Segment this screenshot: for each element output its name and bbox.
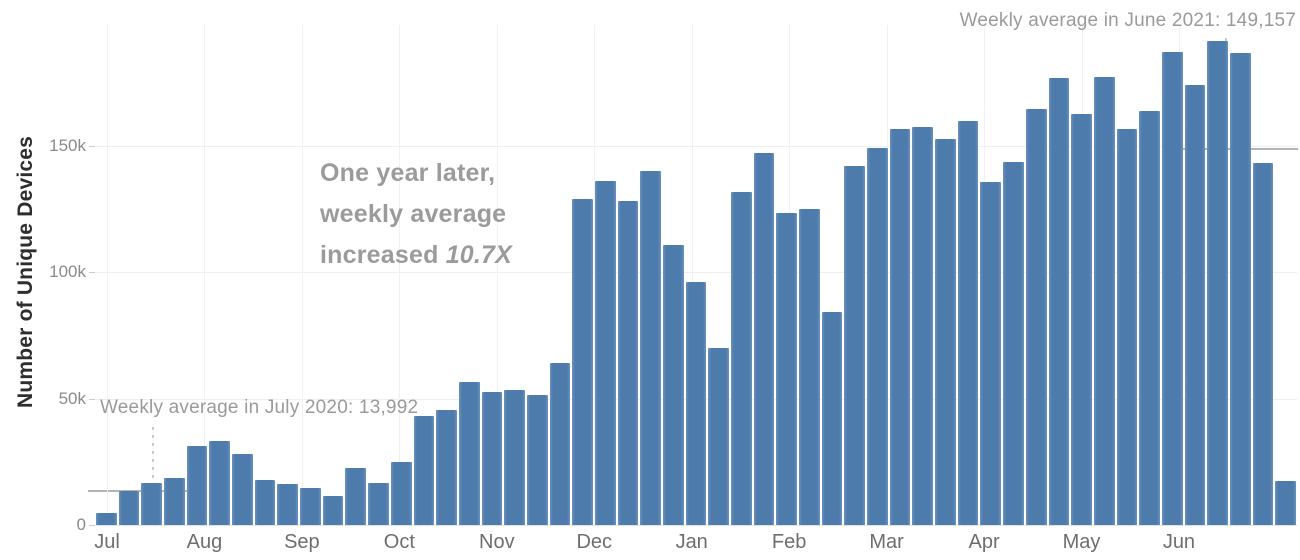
annotation-increase-line3-text: increased bbox=[320, 241, 446, 269]
x-tick-label-jun: Jun bbox=[1162, 531, 1196, 553]
annotation-june-2021-average: Weekly average in June 2021: 149,157 bbox=[959, 10, 1296, 31]
y-tick-mark bbox=[89, 145, 95, 147]
bar-week-28[interactable] bbox=[708, 347, 729, 525]
bar-week-1[interactable] bbox=[96, 513, 117, 525]
x-tick-label-may: May bbox=[1062, 531, 1101, 553]
bar-week-2[interactable] bbox=[118, 491, 140, 525]
gridline-horizontal-150k bbox=[95, 145, 1297, 147]
bar-week-36[interactable] bbox=[889, 129, 911, 525]
bar-week-42[interactable] bbox=[1025, 108, 1047, 525]
bar-week-6[interactable] bbox=[209, 441, 231, 525]
bar-week-13[interactable] bbox=[368, 483, 389, 525]
y-tick-mark bbox=[89, 398, 95, 400]
bar-week-39[interactable] bbox=[957, 121, 979, 525]
x-tick-label-jul: Jul bbox=[94, 531, 120, 553]
bar-week-17[interactable] bbox=[458, 381, 480, 525]
y-tick-label-150k: 150k bbox=[49, 135, 86, 155]
gridline-vertical-oct bbox=[399, 25, 401, 525]
bar-week-40[interactable] bbox=[980, 182, 1002, 525]
gridline-vertical-dec bbox=[594, 25, 596, 525]
bar-week-8[interactable] bbox=[254, 479, 276, 525]
bar-week-5[interactable] bbox=[186, 446, 208, 525]
gridline-vertical-jul bbox=[107, 25, 108, 525]
bar-week-45[interactable] bbox=[1093, 77, 1115, 525]
bar-week-10[interactable] bbox=[300, 488, 321, 525]
gridline-vertical-jan bbox=[691, 25, 693, 525]
bar-week-50[interactable] bbox=[1207, 40, 1228, 525]
bar-week-53[interactable] bbox=[1275, 480, 1296, 525]
x-tick-label-feb: Feb bbox=[771, 531, 807, 553]
bar-week-44[interactable] bbox=[1071, 113, 1092, 525]
bar-week-52[interactable] bbox=[1252, 163, 1274, 525]
bar-week-16[interactable] bbox=[436, 409, 457, 525]
bar-week-49[interactable] bbox=[1184, 84, 1206, 525]
bar-week-12[interactable] bbox=[345, 468, 367, 525]
bar-week-31[interactable] bbox=[776, 212, 798, 525]
annotation-increase-line2: weekly average bbox=[320, 200, 507, 228]
x-tick-label-nov: Nov bbox=[479, 531, 515, 553]
bar-week-25[interactable] bbox=[640, 170, 661, 525]
y-tick-label-100k: 100k bbox=[49, 262, 86, 281]
x-tick-label-mar: Mar bbox=[869, 531, 904, 553]
annotation-increase-line3: increased 10.7X bbox=[320, 235, 512, 276]
bar-week-51[interactable] bbox=[1229, 53, 1251, 525]
gridline-horizontal-100k bbox=[95, 272, 1297, 273]
bar-week-43[interactable] bbox=[1048, 78, 1070, 525]
bar-week-35[interactable] bbox=[867, 148, 888, 525]
bar-week-30[interactable] bbox=[753, 153, 775, 525]
bar-week-33[interactable] bbox=[821, 312, 843, 525]
bar-week-21[interactable] bbox=[549, 363, 571, 525]
bar-week-15[interactable] bbox=[413, 416, 435, 525]
gridline-vertical-nov bbox=[496, 25, 498, 525]
bar-week-20[interactable] bbox=[526, 394, 548, 525]
y-tick-mark bbox=[89, 525, 95, 526]
bar-week-41[interactable] bbox=[1003, 161, 1024, 525]
gridline-vertical-aug bbox=[204, 25, 206, 525]
x-tick-label-apr: Apr bbox=[968, 531, 1000, 553]
bar-week-29[interactable] bbox=[731, 192, 752, 525]
gridline-vertical-sep bbox=[301, 25, 303, 525]
bar-week-27[interactable] bbox=[685, 282, 707, 525]
annotation-increase-callout: One year later, weekly average increased… bbox=[320, 153, 512, 276]
x-tick-label-aug: Aug bbox=[186, 531, 223, 553]
x-tick-label-jan: Jan bbox=[675, 531, 708, 553]
bar-week-23[interactable] bbox=[594, 180, 616, 525]
y-tick-mark bbox=[89, 272, 95, 273]
bar-week-37[interactable] bbox=[912, 126, 934, 525]
bar-week-24[interactable] bbox=[617, 201, 639, 525]
x-tick-label-sep: Sep bbox=[284, 531, 320, 553]
bar-week-38[interactable] bbox=[935, 139, 956, 525]
x-tick-label-oct: Oct bbox=[383, 531, 415, 553]
y-tick-label-50k: 50k bbox=[58, 388, 86, 408]
annotation-july-2020-average: Weekly average in July 2020: 13,992 bbox=[100, 397, 419, 418]
bar-week-46[interactable] bbox=[1116, 129, 1138, 525]
bar-week-4[interactable] bbox=[164, 477, 185, 525]
bar-week-19[interactable] bbox=[504, 389, 525, 525]
bar-week-34[interactable] bbox=[844, 165, 866, 525]
bar-week-9[interactable] bbox=[277, 484, 299, 525]
dotted-connector-july-2020 bbox=[152, 427, 154, 490]
x-tick-label-dec: Dec bbox=[576, 531, 613, 553]
bar-week-47[interactable] bbox=[1139, 111, 1160, 525]
annotation-increase-line1: One year later, bbox=[320, 159, 496, 187]
bar-week-3[interactable] bbox=[141, 483, 163, 525]
bar-week-11[interactable] bbox=[322, 495, 344, 525]
annotation-increase-multiplier: 10.7X bbox=[445, 241, 513, 269]
bar-week-7[interactable] bbox=[232, 454, 253, 525]
bar-week-14[interactable] bbox=[390, 462, 412, 525]
plot-area bbox=[88, 25, 1298, 526]
bar-week-22[interactable] bbox=[572, 198, 593, 525]
bar-week-32[interactable] bbox=[799, 208, 820, 525]
bar-week-26[interactable] bbox=[662, 245, 684, 525]
bar-week-48[interactable] bbox=[1161, 51, 1183, 525]
bar-week-18[interactable] bbox=[481, 391, 503, 525]
y-tick-label-0: 0 bbox=[76, 515, 86, 534]
